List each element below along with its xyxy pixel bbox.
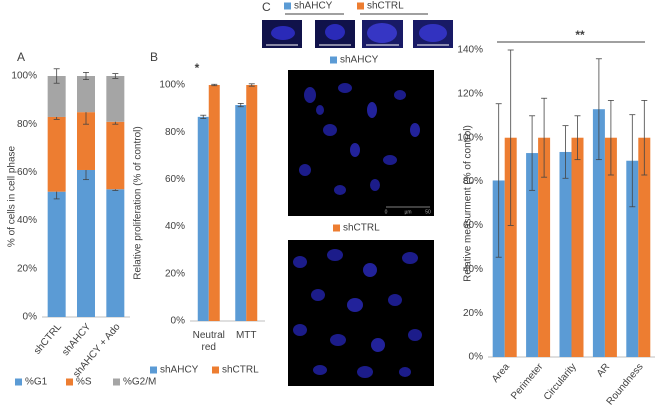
y-tick-label: 100% — [159, 80, 185, 91]
bar-segment — [106, 121, 125, 190]
y-tick-label: 60% — [17, 167, 37, 178]
bar — [504, 137, 517, 357]
panel-label: A — [17, 50, 25, 64]
thumbnails — [262, 20, 453, 48]
bar-segment — [77, 169, 95, 317]
bar-segment — [77, 112, 95, 170]
panel-label: B — [150, 50, 158, 64]
y-tick-label: 120% — [457, 88, 483, 99]
bar-segment — [106, 189, 125, 317]
x-tick-label: Neutral red — [192, 330, 225, 353]
scale-bar-label: 0 — [385, 209, 388, 215]
bar — [246, 85, 258, 321]
y-tick-label: 40% — [17, 215, 37, 226]
bar — [571, 137, 584, 357]
bar — [638, 137, 651, 357]
micrograph-swatch — [330, 56, 337, 64]
legend-label: shCTRL — [367, 1, 404, 12]
bar — [559, 151, 572, 357]
y-tick-label: 100% — [11, 71, 37, 82]
legend-label: %G1 — [25, 377, 48, 388]
legend-label: shCTRL — [222, 365, 259, 376]
y-axis-title: Relative proliferation (% of control) — [133, 126, 144, 279]
panel-label: C — [262, 0, 271, 14]
y-axis-title: Relative measurment (% of control) — [463, 125, 474, 282]
micrograph — [288, 70, 434, 216]
bar-segment — [47, 191, 66, 317]
bar — [526, 153, 539, 357]
y-tick-label: 0% — [23, 312, 38, 323]
legend-swatch — [284, 2, 291, 10]
y-tick-label: 20% — [463, 308, 483, 319]
y-axis-title: % of cells in cell phase — [7, 145, 18, 247]
legend-swatch — [150, 366, 157, 374]
legend-swatch — [15, 378, 22, 386]
y-tick-label: 80% — [165, 127, 185, 138]
legend-label: %S — [76, 377, 92, 388]
y-tick-label: 0% — [469, 352, 484, 363]
bar — [538, 137, 551, 357]
legend-label: shAHCY — [294, 1, 333, 12]
bar — [208, 85, 220, 321]
legend-swatch — [357, 2, 364, 10]
micrograph-label: shCTRL — [343, 223, 380, 234]
bar — [626, 160, 639, 357]
x-tick-label: Area — [490, 361, 512, 385]
x-tick-label: Circularity — [542, 362, 579, 403]
y-tick-label: 80% — [463, 176, 483, 187]
y-tick-label: 40% — [463, 264, 483, 275]
bar — [592, 109, 605, 357]
y-tick-label: 140% — [457, 45, 483, 56]
bar — [492, 180, 505, 357]
y-tick-label: 100% — [457, 132, 483, 143]
significance: ** — [575, 28, 585, 42]
bar — [235, 105, 247, 321]
y-tick-label: 60% — [165, 174, 185, 185]
x-tick-label: Perimeter — [509, 361, 546, 402]
bar-segment — [106, 76, 125, 122]
legend-label: shAHCY — [160, 365, 199, 376]
scale-bar-label: 50 — [425, 209, 431, 215]
bar-segment — [77, 76, 95, 113]
y-tick-label: 80% — [17, 119, 37, 130]
legend-swatch — [66, 378, 73, 386]
legend-label: %G2/M — [123, 377, 156, 388]
micrograph — [288, 240, 434, 386]
y-tick-label: 20% — [17, 263, 37, 274]
legend-swatch — [212, 366, 219, 374]
legend-swatch — [113, 378, 120, 386]
x-tick-label: MTT — [235, 330, 257, 341]
y-tick-label: 60% — [463, 220, 483, 231]
x-tick-label: AR — [595, 362, 612, 380]
micrograph-swatch — [333, 224, 340, 232]
micrograph-label: shAHCY — [340, 55, 379, 66]
significance: * — [195, 61, 200, 75]
y-tick-label: 20% — [165, 268, 185, 279]
bar — [197, 116, 209, 321]
bar-segment — [47, 116, 66, 192]
y-tick-label: 0% — [171, 316, 186, 327]
bar — [604, 137, 617, 357]
scale-bar-label: µm — [404, 209, 411, 215]
y-tick-label: 40% — [165, 221, 185, 232]
bar-segment — [47, 76, 66, 117]
